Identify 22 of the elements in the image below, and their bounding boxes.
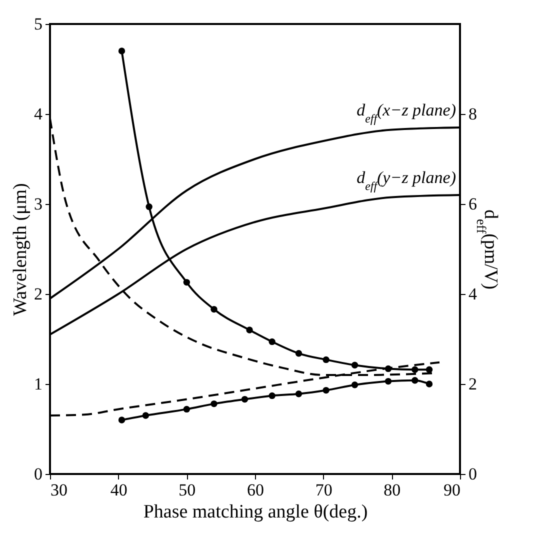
- y2-tick-label: 0: [468, 464, 477, 484]
- series-label: d$_{eff}$(y−z plane): [356, 168, 456, 193]
- x-tick-label: 40: [110, 480, 128, 500]
- x-tick-label: 50: [178, 480, 196, 500]
- y2-tick-label: 6: [468, 194, 477, 214]
- x-tick-label: 90: [444, 480, 460, 500]
- y-tick-label: 3: [34, 194, 42, 214]
- y-tick-label: 5: [34, 14, 42, 34]
- y-tick-label: 2: [34, 284, 42, 304]
- y-axis-title: Wavelength (μm): [10, 183, 31, 316]
- series-label: d$_{eff}$(x−z plane): [356, 100, 456, 126]
- x-axis-title: Phase matching angle θ(deg.): [143, 502, 368, 522]
- y2-tick-label: 8: [468, 104, 477, 124]
- y-tick-label: 0: [34, 464, 42, 484]
- x-tick-label: 60: [247, 480, 264, 500]
- x-tick-label: 80: [384, 480, 401, 500]
- y2-tick-label: 4: [468, 284, 478, 304]
- y-tick-label: 4: [34, 104, 43, 124]
- x-tick-label: 70: [315, 480, 332, 500]
- x-tick-label: 30: [50, 480, 68, 500]
- y-tick-label: 1: [34, 374, 42, 394]
- y2-tick-label: 2: [468, 374, 477, 394]
